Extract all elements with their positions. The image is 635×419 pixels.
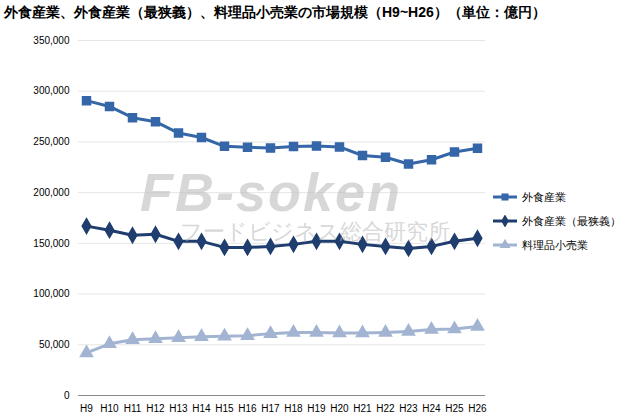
svg-text:0: 0 bbox=[64, 390, 70, 401]
svg-text:150,000: 150,000 bbox=[33, 238, 70, 249]
svg-text:250,000: 250,000 bbox=[33, 136, 70, 147]
svg-text:H22: H22 bbox=[376, 403, 395, 414]
svg-text:H18: H18 bbox=[284, 403, 303, 414]
svg-text:H19: H19 bbox=[307, 403, 326, 414]
svg-text:H17: H17 bbox=[261, 403, 280, 414]
svg-text:H20: H20 bbox=[330, 403, 349, 414]
svg-text:H11: H11 bbox=[124, 403, 142, 414]
svg-text:H16: H16 bbox=[238, 403, 257, 414]
html-text:外食産業、外食産業（最狭義）、料理品小売業の市場規模（H9~: 外食産業、外食産業（最狭義）、料理品小売業の市場規模（H9~H26）（単位：億円… bbox=[4, 4, 546, 20]
svg-text:300,000: 300,000 bbox=[33, 85, 70, 96]
svg-text:H10: H10 bbox=[100, 403, 119, 414]
svg-text:H24: H24 bbox=[422, 403, 441, 414]
html-text:フードビジネス総合研究所: フードビジネス総合研究所 bbox=[180, 219, 450, 244]
svg-text:H23: H23 bbox=[399, 403, 418, 414]
svg-text:50,000: 50,000 bbox=[39, 339, 70, 350]
svg-text:H15: H15 bbox=[215, 403, 234, 414]
svg-text:H13: H13 bbox=[169, 403, 188, 414]
svg-text:H9: H9 bbox=[80, 403, 93, 414]
svg-text:H25: H25 bbox=[445, 403, 464, 414]
svg-text:350,000: 350,000 bbox=[33, 35, 70, 46]
html-text:料理品小売業: 料理品小売業 bbox=[522, 238, 588, 251]
html-text:外食産業（最狭義）: 外食産業（最狭義） bbox=[522, 214, 621, 227]
svg-text:H14: H14 bbox=[192, 403, 211, 414]
html-text:外食産業: 外食産業 bbox=[522, 190, 566, 203]
svg-text:H26: H26 bbox=[468, 403, 487, 414]
svg-text:100,000: 100,000 bbox=[33, 288, 70, 299]
svg-text:H21: H21 bbox=[353, 403, 372, 414]
svg-text:H12: H12 bbox=[146, 403, 165, 414]
html-text:FB-soken: FB-soken bbox=[140, 162, 402, 222]
svg-text:200,000: 200,000 bbox=[33, 187, 70, 198]
